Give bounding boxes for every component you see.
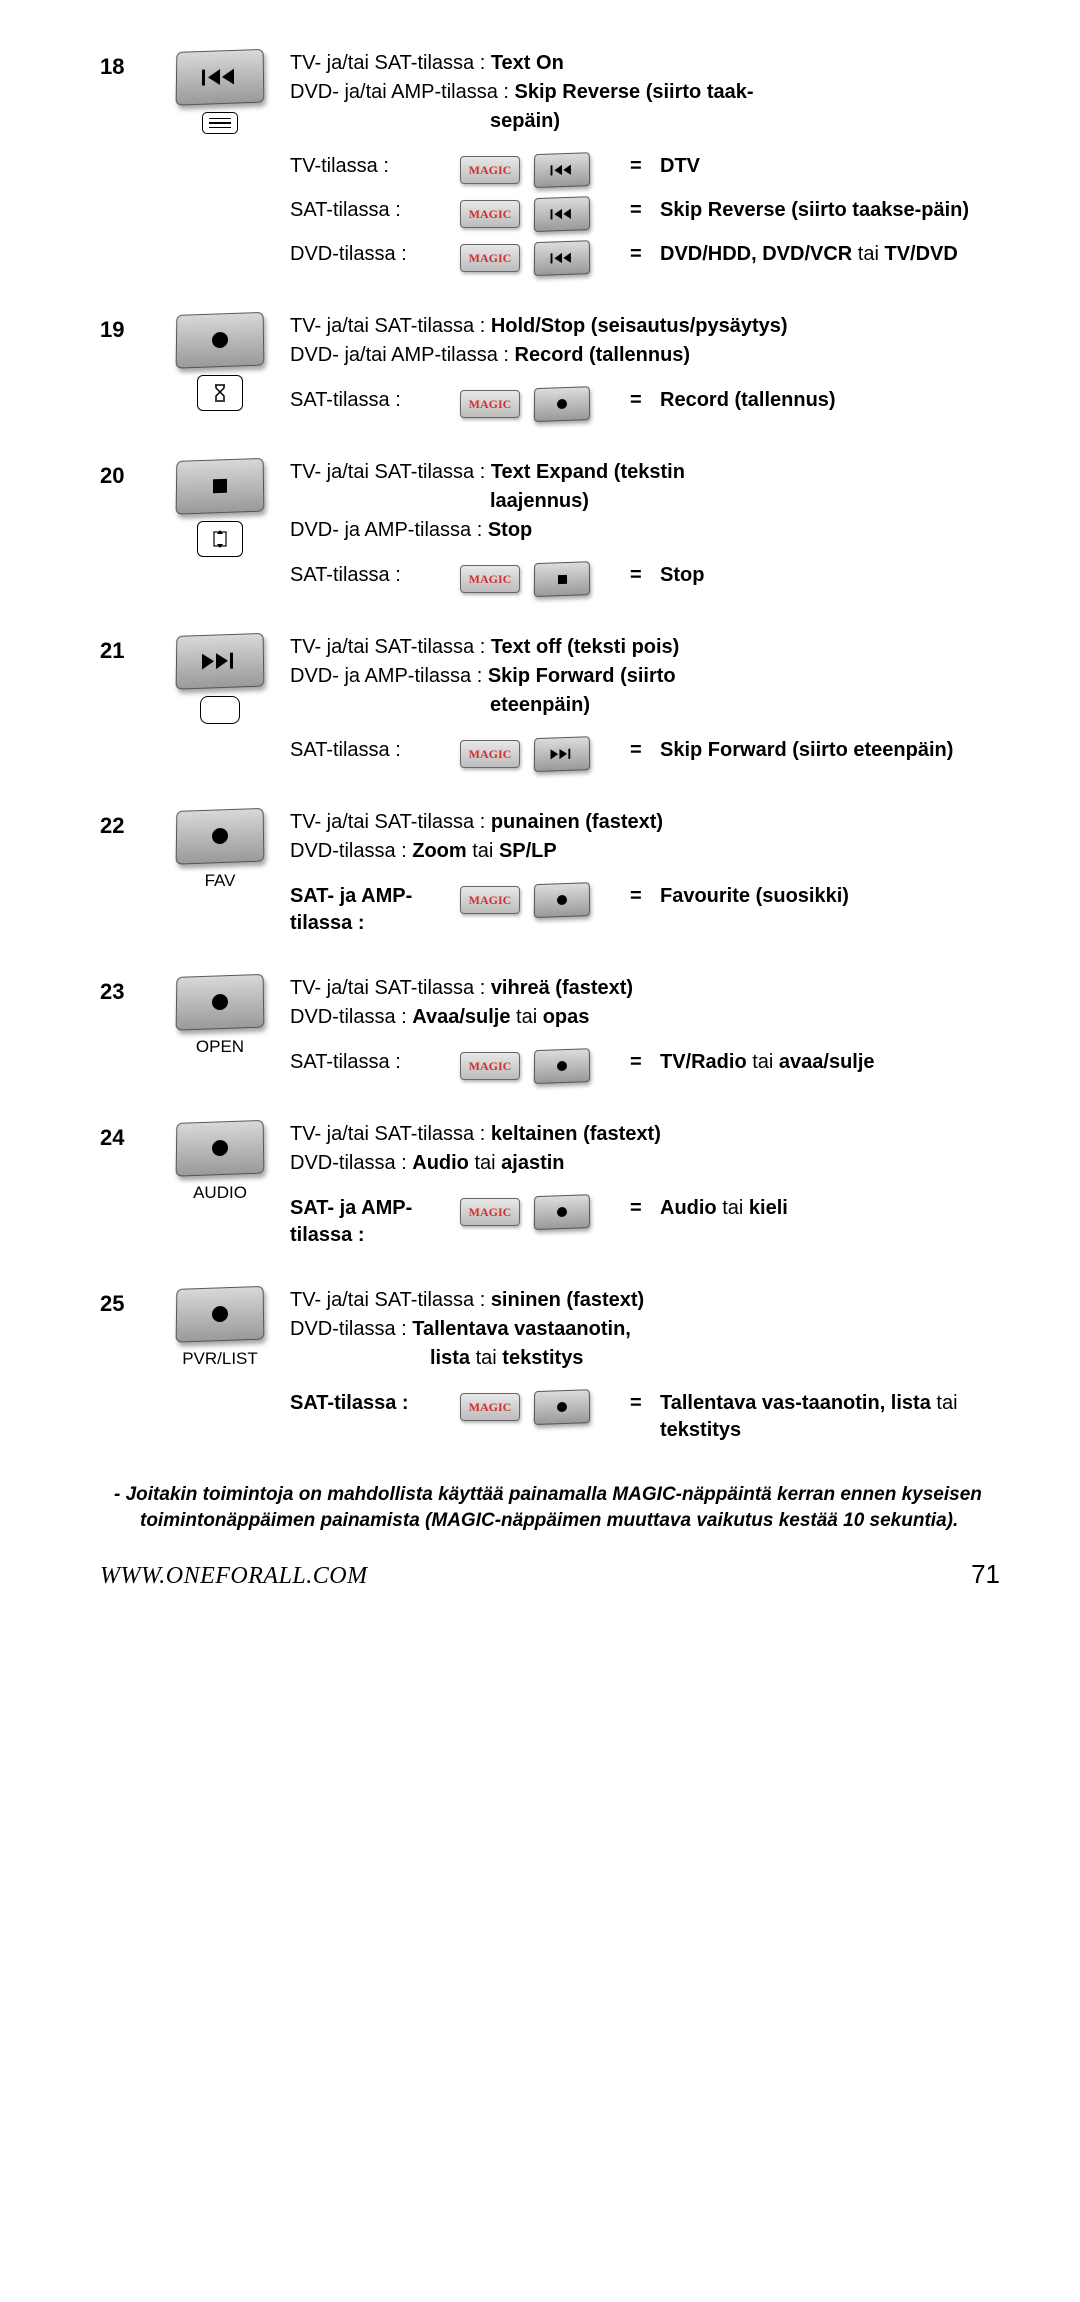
- entry-number: 18: [100, 50, 150, 80]
- icon-column: AUDIO: [150, 1121, 290, 1203]
- icon-label: AUDIO: [193, 1183, 247, 1203]
- combo-row: SAT- ja AMP-tilassa : MAGIC = Audio tai …: [290, 1195, 1000, 1249]
- small-button-icon: [534, 196, 590, 232]
- function-entry: 20 TV- ja/tai SAT-tilassa : Text Expand …: [100, 459, 1000, 596]
- magic-button-icon: MAGIC: [460, 1198, 520, 1226]
- function-entry: 21 TV- ja/tai SAT-tilassa : Text off (te…: [100, 634, 1000, 771]
- entry-body: TV- ja/tai SAT-tilassa : sininen (fastex…: [290, 1287, 1000, 1444]
- magic-button-icon: MAGIC: [460, 156, 520, 184]
- entry-body: TV- ja/tai SAT-tilassa : Text Expand (te…: [290, 459, 1000, 596]
- main-button-icon: [176, 633, 265, 690]
- entry-body: TV- ja/tai SAT-tilassa : Text OnDVD- ja/…: [290, 50, 1000, 275]
- combo-row: SAT-tilassa : MAGIC = Record (tallennus): [290, 387, 1000, 421]
- icon-column: PVR/LIST: [150, 1287, 290, 1369]
- page-number: 71: [971, 1559, 1000, 1590]
- combo-row: SAT-tilassa : MAGIC = Skip Forward (siir…: [290, 737, 1000, 771]
- main-button-icon: [176, 808, 265, 865]
- entry-number: 19: [100, 313, 150, 343]
- entry-number: 23: [100, 975, 150, 1005]
- combo-row: SAT-tilassa : MAGIC = Stop: [290, 562, 1000, 596]
- function-entry: 24 AUDIO TV- ja/tai SAT-tilassa : keltai…: [100, 1121, 1000, 1249]
- main-button-icon: [176, 312, 265, 369]
- small-button-icon: [534, 1048, 590, 1084]
- footer-note: - Joitakin toimintoja on mahdollista käy…: [100, 1482, 1000, 1533]
- function-entry: 18 TV- ja/tai SAT-tilassa : Text OnDVD- …: [100, 50, 1000, 275]
- small-button-icon: [534, 882, 590, 918]
- entry-number: 20: [100, 459, 150, 489]
- main-button-icon: [176, 1120, 265, 1177]
- function-entry: 23 OPEN TV- ja/tai SAT-tilassa : vihreä …: [100, 975, 1000, 1083]
- website-url: WWW.ONEFORALL.COM: [100, 1563, 368, 1590]
- manual-page: 18 TV- ja/tai SAT-tilassa : Text OnDVD- …: [0, 0, 1080, 2302]
- icon-column: [150, 634, 290, 724]
- icon-column: [150, 50, 290, 134]
- small-button-icon: [534, 736, 590, 772]
- icon-column: [150, 459, 290, 557]
- small-button-icon: [534, 152, 590, 188]
- entry-body: TV- ja/tai SAT-tilassa : Hold/Stop (seis…: [290, 313, 1000, 421]
- function-entry: 22 FAV TV- ja/tai SAT-tilassa : punainen…: [100, 809, 1000, 937]
- magic-button-icon: MAGIC: [460, 1052, 520, 1080]
- combo-row: SAT-tilassa : MAGIC = TV/Radio tai avaa/…: [290, 1049, 1000, 1083]
- magic-button-icon: MAGIC: [460, 200, 520, 228]
- entry-body: TV- ja/tai SAT-tilassa : Text off (tekst…: [290, 634, 1000, 771]
- magic-button-icon: MAGIC: [460, 740, 520, 768]
- entry-number: 24: [100, 1121, 150, 1151]
- icon-label: OPEN: [196, 1037, 244, 1057]
- small-button-icon: [534, 1194, 590, 1230]
- combo-row: SAT-tilassa : MAGIC = Tallentava vas-taa…: [290, 1390, 1000, 1444]
- combo-row: DVD-tilassa : MAGIC = DVD/HDD, DVD/VCR t…: [290, 241, 1000, 275]
- magic-button-icon: MAGIC: [460, 1393, 520, 1421]
- combo-row: SAT- ja AMP-tilassa : MAGIC = Favourite …: [290, 883, 1000, 937]
- main-button-icon: [176, 49, 265, 106]
- main-button-icon: [176, 974, 265, 1031]
- page-footer: WWW.ONEFORALL.COM 71: [100, 1559, 1000, 1590]
- icon-column: OPEN: [150, 975, 290, 1057]
- entry-number: 21: [100, 634, 150, 664]
- entry-body: TV- ja/tai SAT-tilassa : punainen (faste…: [290, 809, 1000, 937]
- small-button-icon: [534, 1389, 590, 1425]
- icon-column: [150, 313, 290, 411]
- icon-column: FAV: [150, 809, 290, 891]
- icon-label: FAV: [205, 871, 236, 891]
- small-button-icon: [534, 561, 590, 597]
- magic-button-icon: MAGIC: [460, 244, 520, 272]
- icon-label: PVR/LIST: [182, 1349, 258, 1369]
- small-button-icon: [534, 386, 590, 422]
- small-button-icon: [534, 240, 590, 276]
- main-button-icon: [176, 1286, 265, 1343]
- function-entry: 19 TV- ja/tai SAT-tilassa : Hold/Stop (s…: [100, 313, 1000, 421]
- entry-body: TV- ja/tai SAT-tilassa : vihreä (fastext…: [290, 975, 1000, 1083]
- magic-button-icon: MAGIC: [460, 886, 520, 914]
- entry-number: 25: [100, 1287, 150, 1317]
- magic-button-icon: MAGIC: [460, 390, 520, 418]
- entry-body: TV- ja/tai SAT-tilassa : keltainen (fast…: [290, 1121, 1000, 1249]
- function-entry: 25 PVR/LIST TV- ja/tai SAT-tilassa : sin…: [100, 1287, 1000, 1444]
- main-button-icon: [176, 458, 265, 515]
- entry-number: 22: [100, 809, 150, 839]
- magic-button-icon: MAGIC: [460, 565, 520, 593]
- combo-row: SAT-tilassa : MAGIC = Skip Reverse (siir…: [290, 197, 1000, 231]
- combo-row: TV-tilassa : MAGIC = DTV: [290, 153, 1000, 187]
